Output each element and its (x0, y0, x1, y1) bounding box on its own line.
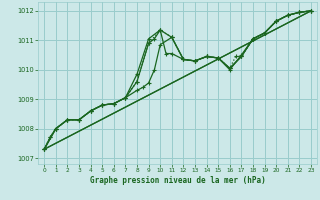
X-axis label: Graphe pression niveau de la mer (hPa): Graphe pression niveau de la mer (hPa) (90, 176, 266, 185)
